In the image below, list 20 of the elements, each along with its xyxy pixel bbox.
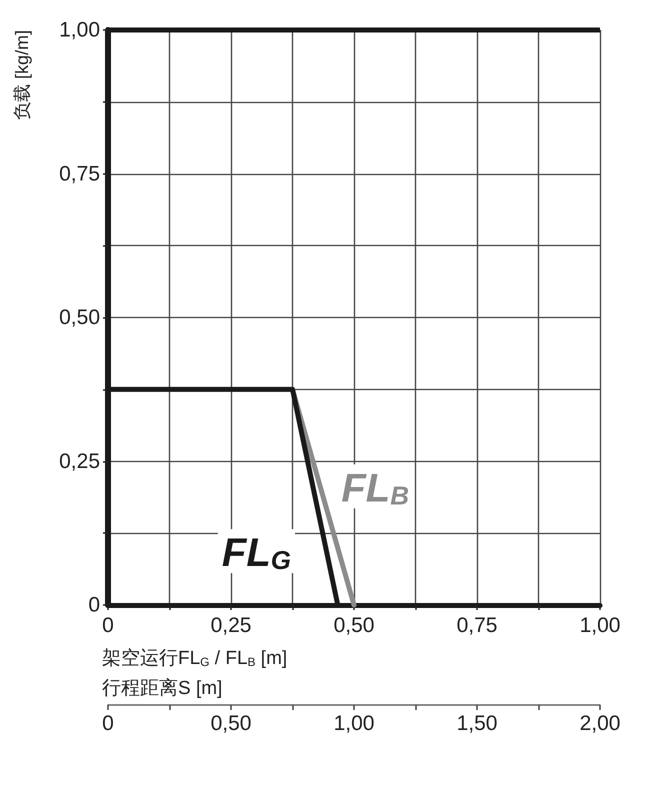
series-label: FLB	[341, 466, 409, 510]
y-tick-label: 0,75	[59, 162, 100, 186]
x-tick-label: 0,75	[456, 614, 498, 637]
x2-axis-title: 行程距离S [m]	[102, 677, 222, 699]
x2-tick-label: 1,50	[456, 712, 498, 735]
y-tick-label: 0,25	[59, 450, 100, 473]
x2-tick-label: 0,50	[210, 712, 252, 735]
series-label: FLG	[222, 531, 291, 576]
x-tick-label: 0,50	[334, 614, 374, 637]
x2-tick-label: 1,00	[334, 712, 374, 735]
y-tick-label: 0	[88, 594, 100, 616]
x-tick-label: 1,00	[580, 614, 620, 637]
x-tick-label: 0,25	[210, 614, 252, 637]
x-axis-title: 架空运行FLG / FLB [m]	[102, 647, 288, 669]
y-axis-title: 负载 [kg/m]	[12, 30, 32, 120]
y-tick-label: 1,00	[59, 18, 100, 42]
x2-tick-label: 0	[102, 712, 114, 735]
y-tick-label: 0,50	[59, 306, 100, 329]
x2-tick-label: 2,00	[580, 712, 620, 735]
x-tick-label: 0	[102, 614, 114, 637]
